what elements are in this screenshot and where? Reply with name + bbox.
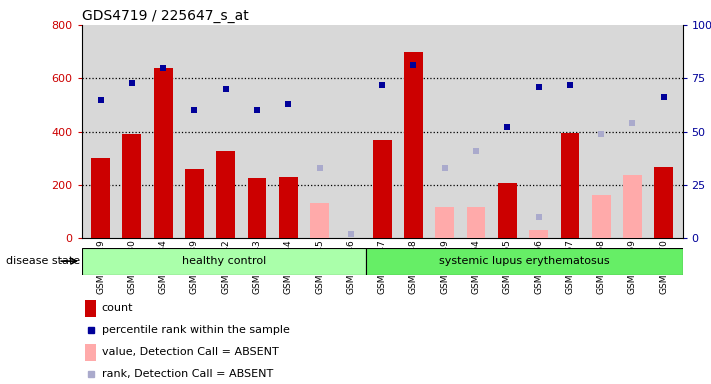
Bar: [122, 134, 141, 238]
Bar: [373, 139, 392, 238]
FancyBboxPatch shape: [366, 248, 683, 275]
Bar: [466, 207, 486, 238]
FancyBboxPatch shape: [82, 248, 366, 275]
Bar: [216, 152, 235, 238]
Bar: [91, 158, 110, 238]
Text: value, Detection Call = ABSENT: value, Detection Call = ABSENT: [102, 347, 279, 357]
Bar: [435, 207, 454, 238]
Bar: [592, 195, 611, 238]
Text: disease state: disease state: [6, 256, 80, 266]
Text: rank, Detection Call = ABSENT: rank, Detection Call = ABSENT: [102, 369, 273, 379]
Bar: [247, 178, 267, 238]
Bar: [85, 344, 96, 361]
Bar: [85, 300, 96, 317]
Text: percentile rank within the sample: percentile rank within the sample: [102, 325, 289, 335]
Bar: [654, 167, 673, 238]
Bar: [154, 68, 173, 238]
Bar: [310, 204, 329, 238]
Text: healthy control: healthy control: [182, 256, 266, 266]
Bar: [623, 175, 642, 238]
Bar: [279, 177, 298, 238]
Bar: [560, 133, 579, 238]
Text: count: count: [102, 303, 133, 313]
Bar: [498, 184, 517, 238]
Bar: [404, 51, 423, 238]
Bar: [529, 230, 548, 238]
Text: GDS4719 / 225647_s_at: GDS4719 / 225647_s_at: [82, 8, 249, 23]
Bar: [185, 169, 204, 238]
Text: systemic lupus erythematosus: systemic lupus erythematosus: [439, 256, 610, 266]
